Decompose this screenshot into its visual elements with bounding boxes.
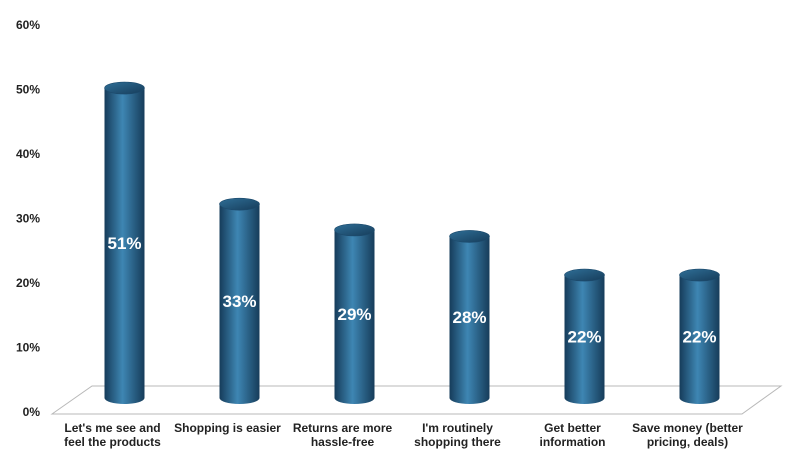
bar-body (104, 88, 145, 405)
chart-floor (50, 385, 783, 415)
data-label: 33% (222, 292, 256, 311)
bar-top (679, 268, 720, 282)
bar: 22% (679, 268, 720, 404)
bar-body (564, 275, 605, 404)
category-label: Let's me see and feel the products (64, 421, 161, 449)
data-label: 28% (452, 308, 486, 327)
y-tick-label: 40% (16, 147, 40, 161)
bar-top (449, 230, 490, 243)
data-label: 51% (107, 234, 141, 253)
data-label: 29% (337, 305, 371, 324)
y-tick-label: 0% (23, 405, 41, 419)
bar: 51% (104, 81, 145, 405)
bar: 22% (564, 268, 605, 404)
bar: 33% (219, 197, 260, 404)
bar-body (219, 204, 260, 404)
floor-plane (50, 385, 783, 415)
category-label: I'm routinely shopping there (414, 421, 501, 449)
bar-top (564, 268, 605, 282)
x-axis-labels: Let's me see and feel the products Shoppin… (64, 421, 743, 449)
category-label: Shopping is easier (174, 421, 281, 435)
bar: 28% (449, 230, 490, 404)
bar: 29% (334, 223, 375, 404)
y-tick-label: 50% (16, 83, 40, 97)
bar-body (449, 236, 490, 404)
bar-body (679, 275, 720, 404)
data-label: 22% (682, 328, 716, 347)
bars: 51% 33% 29% 28% 22% 22% (104, 81, 720, 405)
y-tick-label: 20% (16, 276, 40, 290)
bar-body (334, 229, 375, 404)
bar-top (104, 81, 145, 95)
y-tick-label: 30% (16, 212, 40, 226)
y-axis: 0% 10% 20% 30% 40% 50% 60% (16, 18, 40, 419)
category-label: Get better information (540, 421, 606, 449)
y-tick-label: 10% (16, 341, 40, 355)
data-label: 22% (567, 328, 601, 347)
category-label: Save money (better pricing, deals) (632, 421, 743, 449)
bar-top (334, 223, 375, 237)
category-label: Returns are more hassle-free (293, 421, 393, 449)
bar-top (219, 197, 260, 211)
y-tick-label: 60% (16, 18, 40, 32)
